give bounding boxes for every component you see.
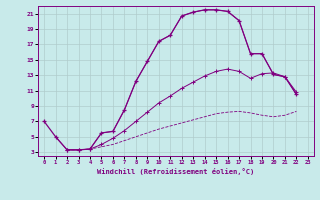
X-axis label: Windchill (Refroidissement éolien,°C): Windchill (Refroidissement éolien,°C): [97, 168, 255, 175]
